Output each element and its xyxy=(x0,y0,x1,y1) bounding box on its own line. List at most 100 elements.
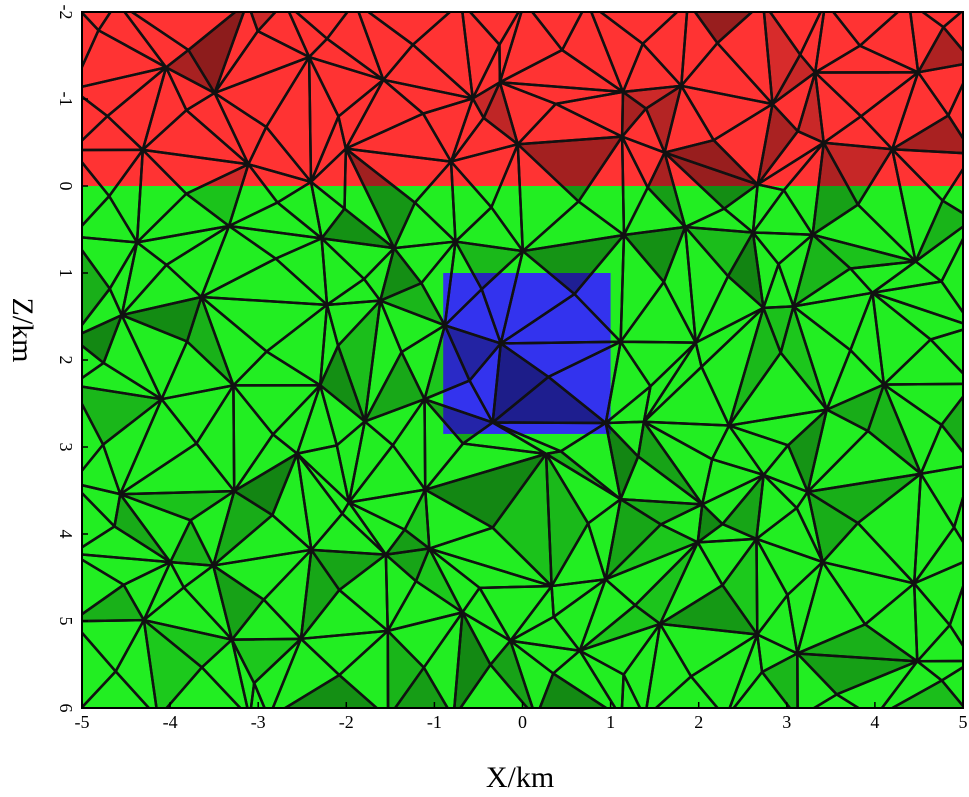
mesh-cell xyxy=(728,633,764,708)
mesh-cell xyxy=(461,12,501,100)
mesh-cell xyxy=(142,560,186,622)
mesh-cell xyxy=(212,564,266,641)
mesh-cell xyxy=(318,303,340,387)
mesh-cell xyxy=(882,383,943,475)
y-tick-label: -2 xyxy=(56,5,76,20)
mesh-cell xyxy=(309,180,346,240)
mesh-cell xyxy=(200,224,277,299)
mesh-cell xyxy=(82,12,100,70)
mesh-cell xyxy=(123,12,190,69)
mesh-cell xyxy=(806,408,870,494)
mesh-cell xyxy=(363,299,403,423)
mesh-cell xyxy=(756,102,800,186)
mesh-cell xyxy=(299,548,341,641)
mesh-cell xyxy=(344,147,417,250)
mesh-cell xyxy=(135,148,188,244)
mesh-cell xyxy=(891,71,950,151)
mesh-cell xyxy=(642,341,703,424)
mesh-cell xyxy=(200,295,268,387)
x-tick-label: -2 xyxy=(339,712,354,732)
x-tick-label: 3 xyxy=(782,712,791,732)
y-tick-label: 3 xyxy=(56,443,76,452)
mesh-cell xyxy=(751,183,786,234)
mesh-cell xyxy=(727,306,782,427)
x-tick-label: 2 xyxy=(694,712,703,732)
mesh-cell xyxy=(271,637,341,708)
x-axis-title: X/km xyxy=(486,761,554,794)
mesh-cell xyxy=(792,233,852,308)
mesh-cell xyxy=(491,421,563,456)
mesh-cell xyxy=(751,231,780,310)
mesh-cell xyxy=(82,344,105,380)
mesh-cell xyxy=(792,305,852,411)
mesh-cell xyxy=(423,324,471,401)
mesh-cell xyxy=(491,342,550,424)
mesh-cell xyxy=(357,12,415,82)
mesh-cell xyxy=(796,560,867,655)
x-tick-label: -4 xyxy=(163,712,178,732)
mesh-cell xyxy=(696,503,724,544)
mesh-cell xyxy=(755,473,798,541)
mesh-cell xyxy=(212,489,274,567)
mesh-cell xyxy=(82,95,109,143)
mesh-cell xyxy=(604,340,652,425)
mesh-cell xyxy=(619,233,666,343)
mesh-cell xyxy=(82,160,111,228)
y-tick-label: 0 xyxy=(56,182,76,191)
mesh-cell xyxy=(287,12,329,59)
mesh-cell xyxy=(509,639,555,708)
mesh-cell xyxy=(230,638,256,708)
y-tick-label: 4 xyxy=(56,530,76,539)
x-tick-label: -1 xyxy=(427,712,442,732)
mesh-cell xyxy=(142,618,204,708)
mesh-cell xyxy=(891,147,944,263)
mesh-cell xyxy=(118,397,198,496)
mesh-cell xyxy=(428,547,481,614)
mesh-cell xyxy=(912,582,952,663)
mesh-cell xyxy=(806,490,860,564)
mesh-cell xyxy=(658,541,724,626)
mesh-cell xyxy=(443,240,483,327)
mesh-cell xyxy=(680,12,719,88)
mesh-cell xyxy=(813,12,862,74)
mesh-cell xyxy=(871,291,932,386)
mesh-cell xyxy=(663,84,715,154)
mesh-cell xyxy=(811,141,860,236)
mesh-cell xyxy=(379,246,423,302)
mesh-cell xyxy=(449,97,485,163)
mesh-cell xyxy=(604,421,640,501)
mesh-cell xyxy=(663,151,726,229)
y-tick-label: 6 xyxy=(56,704,76,713)
axes: -5 -4 -3 -2 -1 0 1 2 3 4 5 -2 -1 0 1 2 3 4 5 6 xyxy=(56,5,968,733)
mesh-cell xyxy=(880,660,944,708)
mesh-cell xyxy=(227,163,279,228)
mesh-cell xyxy=(424,488,494,550)
mesh xyxy=(82,12,963,708)
mesh-cell xyxy=(589,12,645,94)
y-axis-title: Z/km xyxy=(6,298,39,363)
mesh-cell xyxy=(82,558,125,616)
mesh-cell xyxy=(499,249,576,345)
mesh-cell xyxy=(727,424,790,477)
region xyxy=(82,12,963,186)
mesh-cell xyxy=(82,491,116,549)
mesh-cell xyxy=(120,313,189,401)
mesh-cell xyxy=(213,91,268,166)
mesh-cell xyxy=(449,160,493,243)
mesh-cell xyxy=(141,66,188,152)
mesh-cell xyxy=(509,584,555,642)
mesh-cell xyxy=(620,90,648,138)
y-tick-label: -1 xyxy=(56,92,76,107)
mesh-cell xyxy=(578,578,637,652)
x-tick-label: -5 xyxy=(75,712,90,732)
mesh-cell xyxy=(423,397,465,491)
mesh-cell xyxy=(384,553,418,633)
mesh-cell xyxy=(683,225,730,344)
mesh-cell xyxy=(604,497,663,581)
mesh-cell xyxy=(909,12,945,74)
mesh-cell xyxy=(82,630,117,708)
mesh-cell xyxy=(620,135,649,237)
mesh-cell xyxy=(912,472,956,585)
mesh-cell xyxy=(347,501,406,556)
x-tick-label: -3 xyxy=(251,712,266,732)
